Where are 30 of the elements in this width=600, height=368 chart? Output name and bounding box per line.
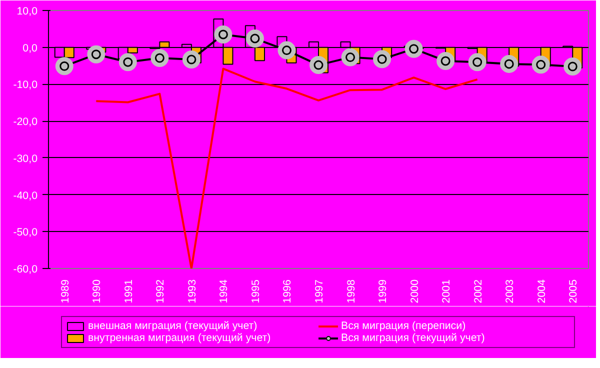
x-tick-label: 2001 [440, 279, 453, 304]
x-tick-label: 1990 [91, 279, 104, 304]
y-tick-label: -60,0 [13, 264, 38, 276]
x-tick-label: 1992 [154, 279, 167, 304]
y-tick-label: 0,0 [22, 42, 38, 54]
x-tick-label: 2005 [568, 279, 580, 304]
x-tick-label: 1995 [250, 279, 262, 304]
y-tick-label: -50,0 [13, 226, 38, 239]
x-tick-label: 2003 [504, 279, 516, 304]
x-tick-label: 2002 [472, 279, 484, 304]
x-tick-label: 1999 [377, 279, 390, 304]
x-tick-label: 1997 [314, 279, 326, 304]
y-tick-label: 10,0 [16, 6, 38, 18]
legend-label: внутренная миграция (текущий учет) [88, 332, 272, 344]
x-tick-label: 1998 [345, 279, 358, 304]
x-tick-label: 1994 [218, 279, 230, 304]
x-tick-label: 1993 [186, 279, 198, 304]
x-tick-label: 2000 [408, 279, 421, 304]
x-tick-label: 1996 [282, 279, 294, 304]
x-tick-label: 1989 [59, 279, 72, 304]
y-tick-label: -40,0 [13, 190, 38, 202]
legend-label: Вся миграция (переписи) [341, 320, 467, 332]
y-tick-label: -10,0 [13, 79, 38, 92]
y-tick-label: -30,0 [13, 152, 38, 165]
y-tick-label: -20,0 [13, 116, 38, 128]
legend-label: Вся миграция (текущий учет) [341, 332, 486, 344]
x-tick-label: 2004 [536, 279, 548, 304]
line-series [95, 68, 478, 268]
x-tick-label: 1991 [122, 279, 135, 304]
legend-label: внешная миграция (текущий учет) [88, 320, 258, 332]
